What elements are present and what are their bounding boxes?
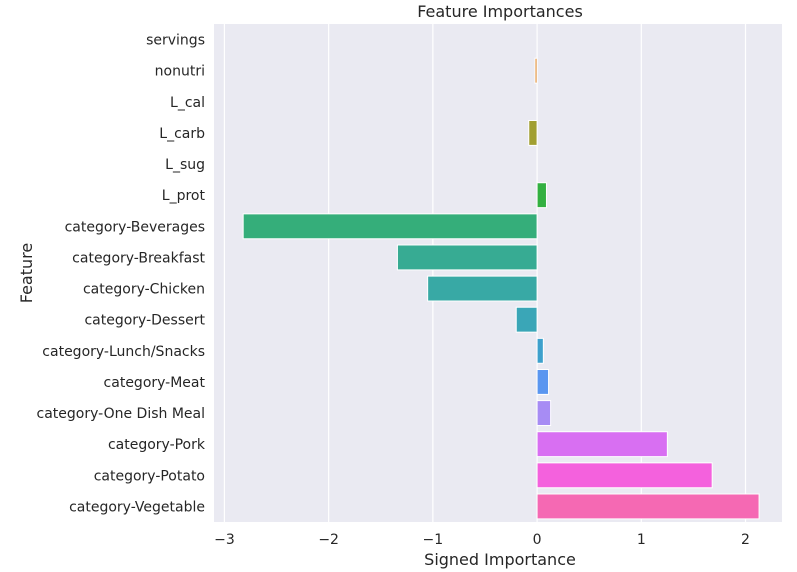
bar [536,400,552,427]
x-tick-label: −1 [423,532,444,548]
bar [536,337,544,364]
y-tick-labels: servings nonutri L_cal L_carb L_sug L_protcat… [37,33,206,516]
bar [536,462,713,489]
bar [427,275,538,302]
y-tick-label: category-Meat [104,375,206,391]
y-tick-label: nonutri [155,64,205,80]
y-axis-label: Feature [17,243,36,303]
bar [536,431,668,458]
bar [528,119,538,146]
y-tick-label: category-One Dish Meal [37,406,205,422]
x-tick-labels: −3 −2 −1 0 1 2 [214,532,750,548]
y-tick-label: category-Beverages [65,219,205,235]
plot-area [214,24,782,522]
bar [396,244,538,271]
y-tick-label: L_carb [159,126,205,142]
x-tick-label: −2 [318,532,339,548]
bar [242,213,538,240]
y-tick-label: L_cal [170,95,205,111]
x-tick-label: 1 [637,532,646,548]
y-tick-label: category-Lunch/Snacks [42,344,205,360]
y-tick-label: category-Potato [94,468,205,484]
bar [534,57,538,84]
chart-title: Feature Importances [417,2,583,21]
y-tick-label: L_sug [165,157,205,173]
x-tick-label: 2 [741,532,750,548]
y-tick-label: L_prot [162,188,206,204]
x-tick-label: 0 [533,532,542,548]
bar [536,368,550,395]
x-tick-label: −3 [214,532,235,548]
y-tick-label: category-Pork [108,437,206,453]
bar [515,306,538,333]
y-tick-label: category-Vegetable [69,499,205,515]
y-tick-label: category-Chicken [83,282,205,298]
y-tick-label: category-Breakfast [72,250,205,266]
y-tick-label: category-Dessert [84,313,205,329]
x-axis-label: Signed Importance [424,550,576,569]
bar [536,182,547,209]
bars-group [242,57,760,520]
y-tick-label: servings [146,33,205,49]
bar [536,493,760,520]
grid-lines [223,24,747,522]
